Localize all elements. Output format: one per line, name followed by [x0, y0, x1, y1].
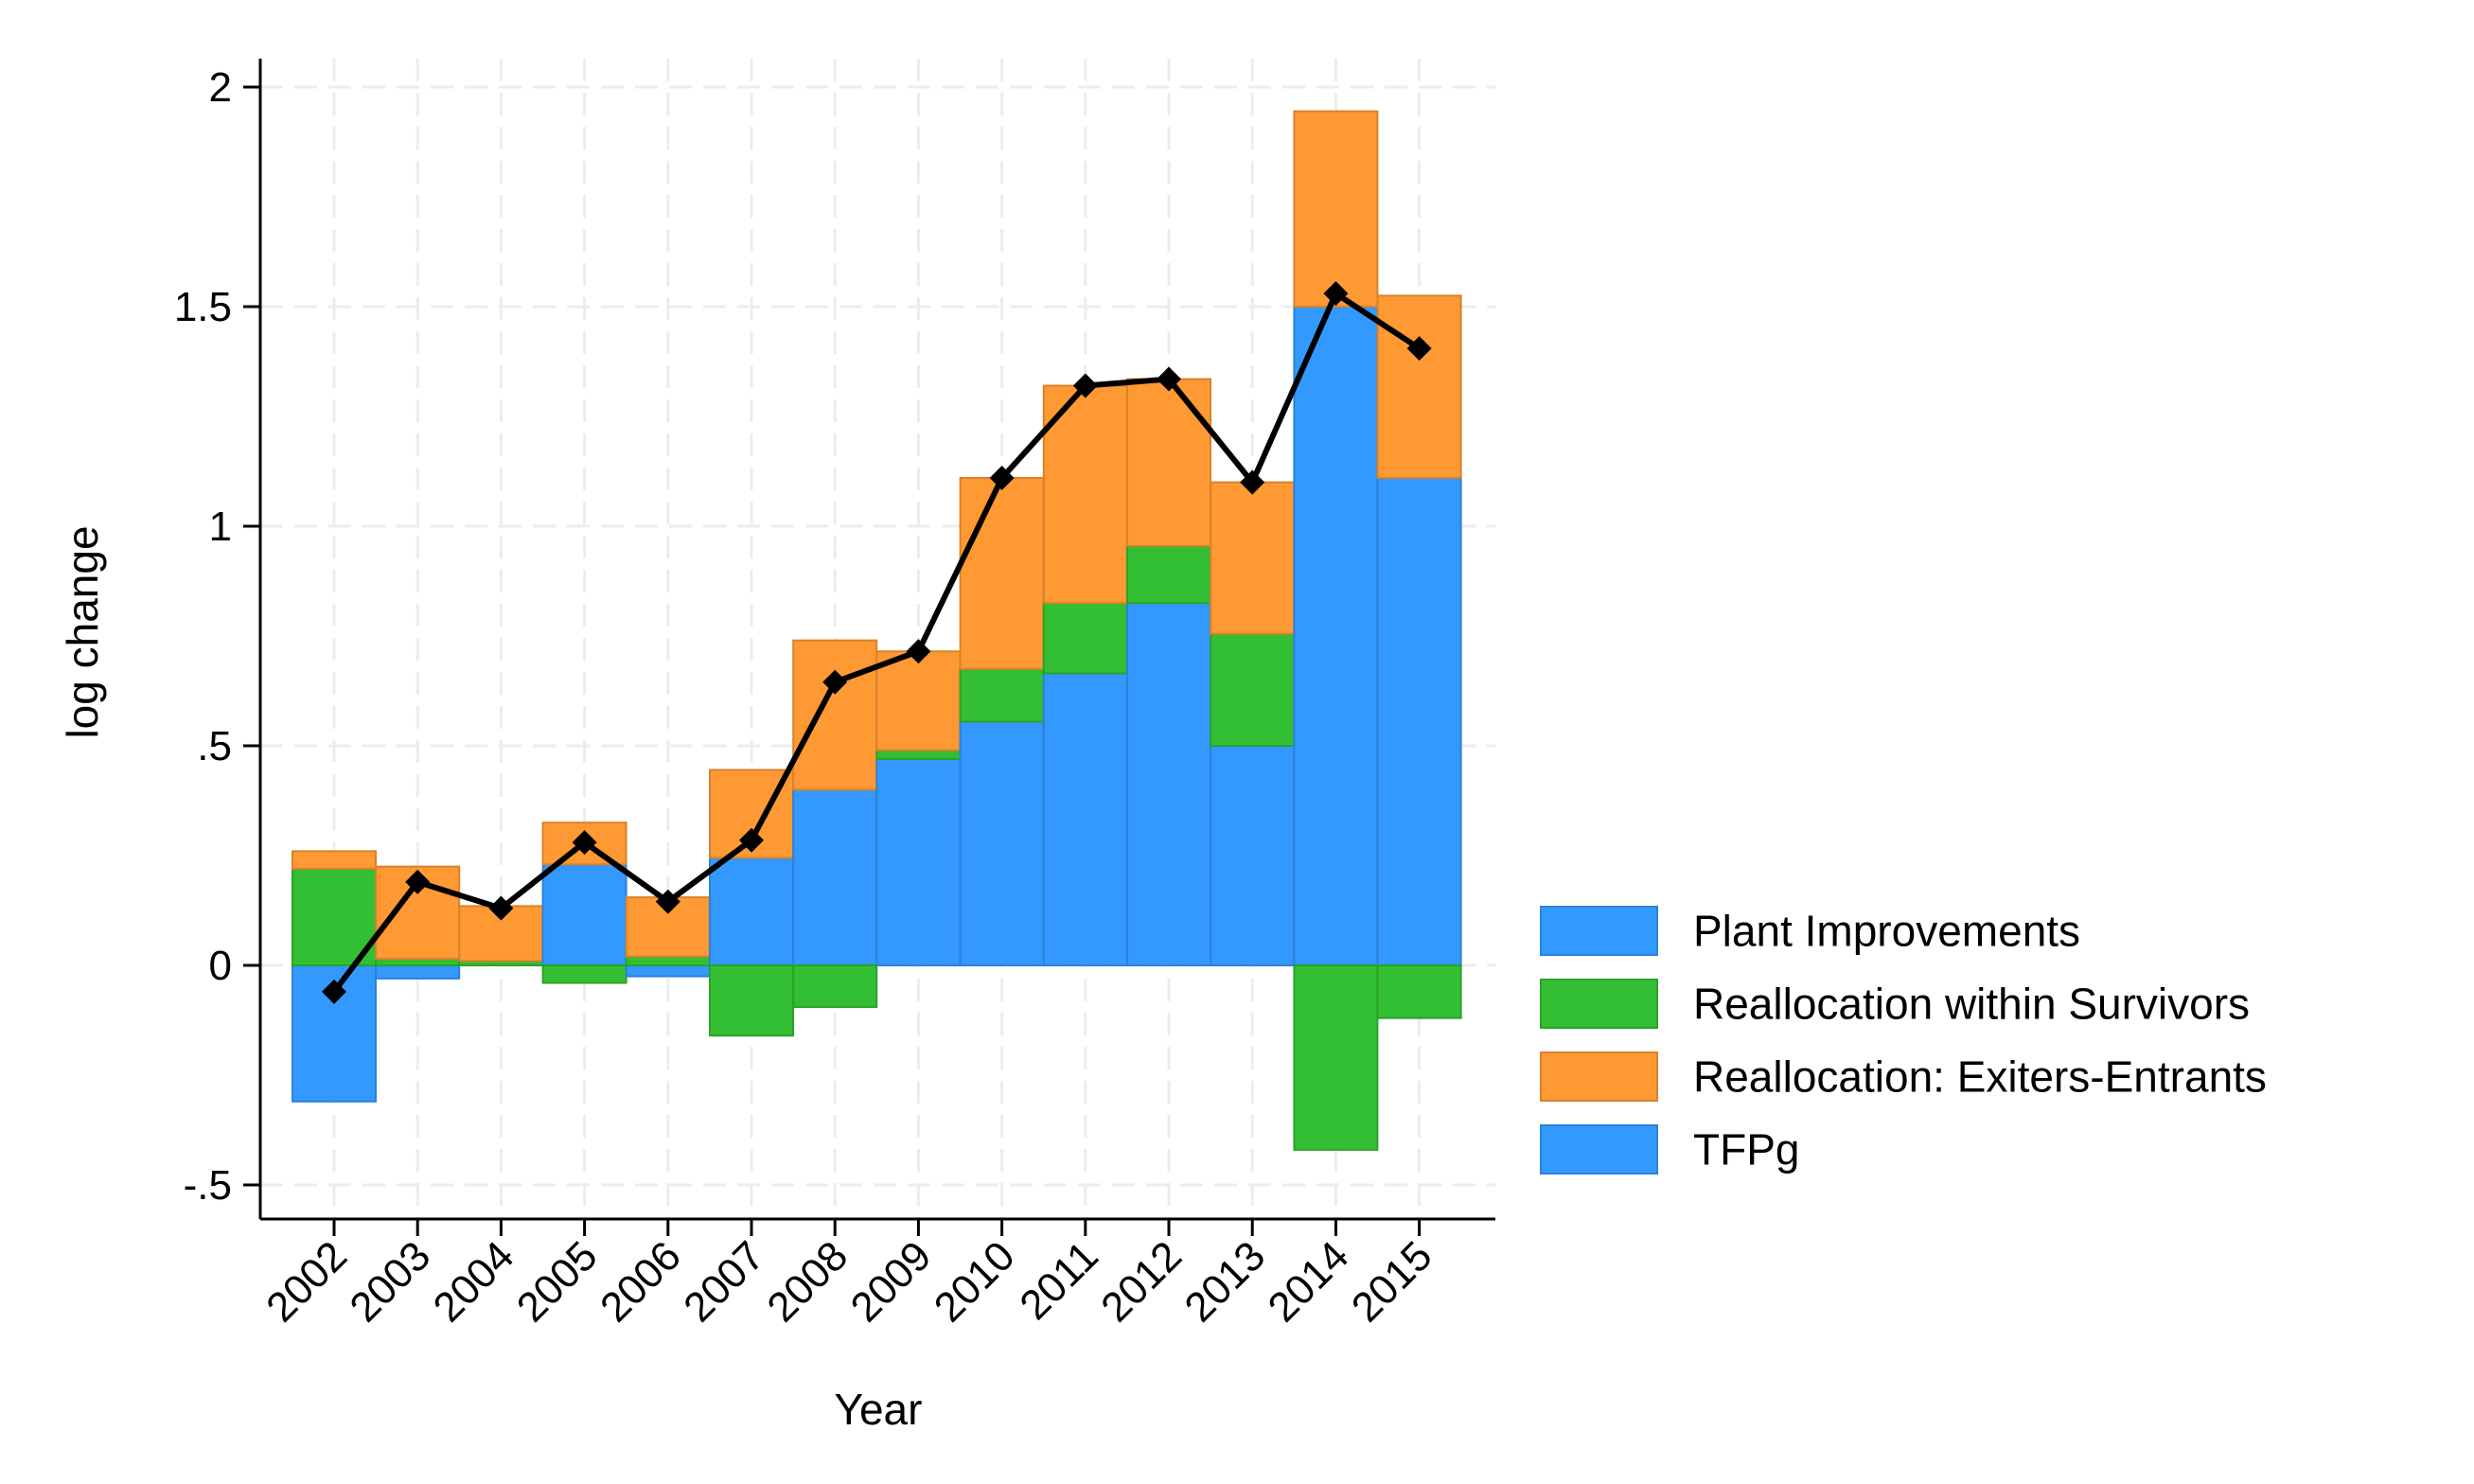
legend-swatch: [1540, 1124, 1658, 1175]
bar-plant-improvements-2007: [709, 857, 794, 967]
legend-label: Reallocation within Survivors: [1693, 980, 2250, 1029]
y-tick-label: .5: [197, 723, 232, 769]
y-axis-title: log change: [58, 525, 107, 738]
bar-reallocation-exiters-entrants-2008: [792, 639, 878, 791]
line-layer: [322, 281, 1432, 1004]
legend-label: Reallocation: Exiters-Entrants: [1693, 1052, 2267, 1102]
tfpg-marker-2015: [1406, 336, 1432, 362]
tfpg-marker-2007: [739, 827, 764, 853]
bar-plant-improvements-2014: [1293, 306, 1379, 966]
y-tick-label: 2: [209, 64, 232, 111]
x-axis-title: Year: [835, 1385, 923, 1434]
legend-swatch: [1540, 979, 1658, 1029]
bar-reallocation-within-survivors-2007: [709, 964, 794, 1037]
tfpg-marker-2011: [1072, 373, 1098, 398]
bar-reallocation-within-survivors-2005: [541, 964, 627, 984]
y-tick-label: -.5: [184, 1162, 232, 1209]
tfpg-marker-2002: [322, 979, 346, 1004]
bar-reallocation-within-survivors-2014: [1293, 964, 1379, 1151]
x-tick-label: 2002: [257, 1232, 356, 1331]
bar-reallocation-within-survivors-2011: [1042, 602, 1128, 675]
bar-reallocation-exiters-entrants-2011: [1042, 384, 1128, 605]
bar-plant-improvements-2003: [375, 964, 461, 980]
legend-label: Plant Improvements: [1693, 907, 2080, 956]
bar-reallocation-exiters-entrants-2002: [292, 850, 377, 870]
bar-reallocation-within-survivors-2015: [1376, 964, 1462, 1019]
bar-plant-improvements-2013: [1210, 745, 1296, 966]
legend-swatch: [1540, 1051, 1658, 1102]
x-tick-label: 2015: [1343, 1232, 1441, 1331]
bar-reallocation-within-survivors-2003: [375, 958, 461, 966]
x-tick-label: 2008: [758, 1232, 857, 1331]
x-tick-label: 2013: [1175, 1232, 1274, 1331]
x-tick-label: 2014: [1260, 1232, 1358, 1331]
tfpg-marker-2005: [572, 830, 597, 856]
tfpg-marker-2006: [655, 889, 680, 914]
bar-reallocation-within-survivors-2006: [625, 955, 711, 966]
legend-swatch: [1540, 906, 1658, 956]
x-tick-label: 2011: [1011, 1232, 1107, 1329]
x-tick-label: 2010: [926, 1232, 1024, 1331]
tfpg-marker-2004: [488, 895, 514, 921]
y-tick-label: 0: [209, 943, 232, 989]
bar-reallocation-exiters-entrants-2015: [1376, 294, 1462, 479]
y-tick-label: 1: [209, 504, 232, 550]
bar-plant-improvements-2010: [959, 720, 1045, 966]
tfpg-marker-2008: [822, 669, 848, 695]
bar-reallocation-exiters-entrants-2010: [959, 476, 1045, 670]
tfpg-marker-2012: [1157, 366, 1181, 392]
bars-layer: [292, 110, 1462, 1151]
tfpg-marker-2009: [906, 639, 931, 664]
x-tick-label: 2004: [425, 1232, 523, 1331]
x-tick-label: 2005: [508, 1232, 607, 1331]
tfpg-marker-2014: [1323, 281, 1349, 307]
bar-reallocation-exiters-entrants-2014: [1293, 110, 1379, 308]
bar-reallocation-within-survivors-2013: [1210, 632, 1296, 747]
bar-reallocation-exiters-entrants-2009: [875, 650, 962, 751]
x-tick-label: 2009: [842, 1232, 941, 1331]
bar-reallocation-within-survivors-2010: [959, 667, 1045, 723]
tfpg-line: [331, 291, 1422, 994]
y-tick-label: 1.5: [174, 284, 232, 330]
bar-plant-improvements-2009: [875, 757, 962, 966]
bar-reallocation-within-survivors-2012: [1126, 544, 1211, 605]
x-tick-label: 2007: [675, 1232, 773, 1331]
bar-reallocation-within-survivors-2008: [792, 964, 878, 1009]
bar-reallocation-within-survivors-2009: [875, 749, 962, 760]
x-tick-label: 2003: [341, 1232, 439, 1331]
bar-reallocation-exiters-entrants-2013: [1210, 481, 1296, 635]
x-tick-label: 2006: [592, 1232, 690, 1331]
x-tick-label: 2012: [1092, 1232, 1191, 1331]
bar-plant-improvements-2011: [1042, 672, 1128, 966]
bar-plant-improvements-2005: [541, 863, 627, 967]
bar-reallocation-exiters-entrants-2012: [1126, 378, 1211, 547]
bar-plant-improvements-2015: [1376, 476, 1462, 966]
legend-label: TFPg: [1693, 1125, 1799, 1175]
tfpg-marker-2013: [1240, 469, 1265, 495]
legend-layer: Plant Improvements Reallocation within Su…: [1540, 906, 2267, 1175]
tfpg-marker-2010: [989, 465, 1015, 490]
bar-plant-improvements-2006: [625, 964, 711, 978]
bar-plant-improvements-2012: [1126, 602, 1211, 966]
tfpg-marker-2003: [405, 869, 431, 894]
bar-plant-improvements-2008: [792, 788, 878, 967]
